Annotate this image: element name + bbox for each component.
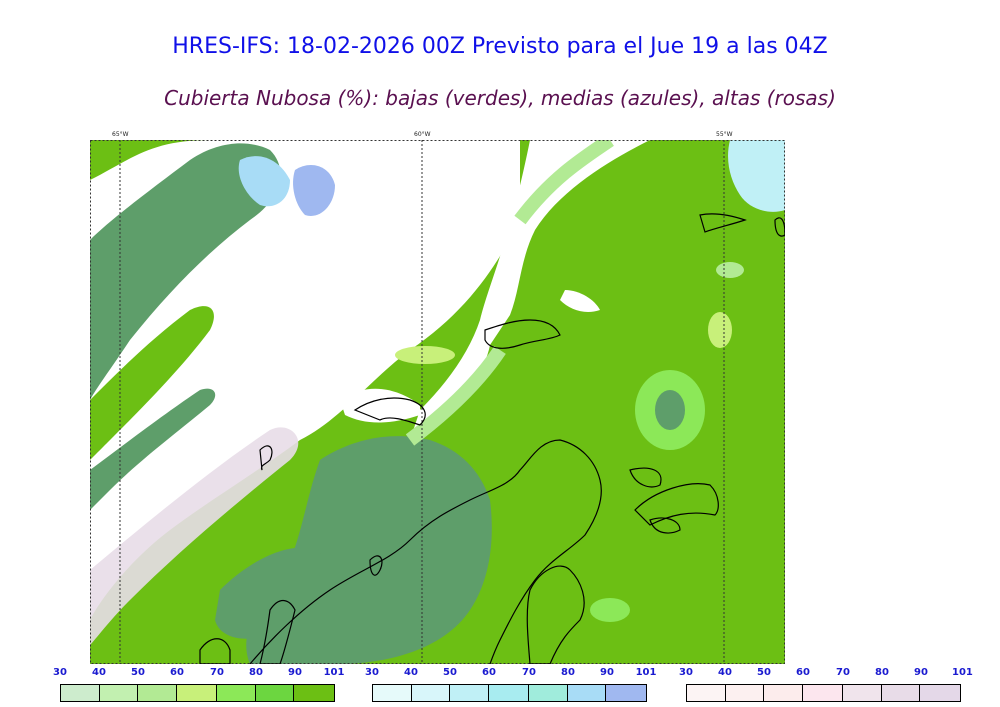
lon-label-60w: 60°W bbox=[414, 131, 431, 138]
legend-low-swatch bbox=[61, 685, 100, 701]
clear-patch bbox=[560, 290, 600, 312]
low-cloud-band-mid bbox=[90, 306, 214, 460]
legend-high-tick-60: 60 bbox=[796, 667, 810, 678]
legend-low-tick-80: 80 bbox=[249, 667, 263, 678]
legend-low-clouds: 30 40 50 60 70 80 90 101 bbox=[53, 667, 344, 707]
chart-title: HRES-IFS: 18-02-2026 00Z Previsto para e… bbox=[172, 34, 828, 59]
legend-high-swatch bbox=[687, 685, 726, 701]
low-cloud-core-east bbox=[655, 390, 685, 430]
legend-high-swatch bbox=[920, 685, 960, 701]
coastline-south-peninsula bbox=[526, 565, 585, 665]
legend-mid-swatch bbox=[567, 685, 607, 701]
legend-mid-tick-60: 60 bbox=[482, 667, 496, 678]
legend-low-swatch bbox=[99, 685, 139, 701]
mid-cloud-patch-ne bbox=[728, 140, 785, 212]
low-cloud-dense-north bbox=[90, 143, 281, 400]
coastline-wsw bbox=[259, 445, 273, 471]
high-cloud-band bbox=[90, 427, 299, 645]
legend-low-tick-90: 90 bbox=[288, 667, 302, 678]
low-cloud-edge-center bbox=[405, 346, 506, 446]
legend-low-tick-101: 101 bbox=[323, 667, 345, 678]
mid-cloud-patch-2 bbox=[293, 165, 335, 216]
legend-mid-swatch bbox=[373, 685, 412, 701]
coastline-south-islet bbox=[369, 555, 383, 576]
map-canvas bbox=[90, 134, 786, 665]
legend-low-swatch bbox=[255, 685, 295, 701]
legend-low-tick-30: 30 bbox=[53, 667, 67, 678]
lon-label-55w: 55°W bbox=[716, 131, 733, 138]
low-cloud-spot-center bbox=[395, 346, 455, 364]
legend-high-tick-80: 80 bbox=[875, 667, 889, 678]
legend-low-tick-50: 50 bbox=[131, 667, 145, 678]
legend-low-swatch bbox=[177, 685, 217, 701]
legend-mid-swatch bbox=[450, 685, 490, 701]
legend-high-tick-90: 90 bbox=[914, 667, 928, 678]
legend-high-clouds: 30 40 50 60 70 80 90 101 bbox=[679, 667, 973, 707]
legend-mid-colorbar bbox=[372, 684, 647, 702]
legend-mid-swatch bbox=[489, 685, 529, 701]
coastline-sw2 bbox=[259, 600, 296, 665]
legend-low-swatch bbox=[294, 685, 334, 701]
legend-low-colorbar bbox=[60, 684, 335, 702]
legend-high-swatch bbox=[842, 685, 882, 701]
coastline-center bbox=[353, 397, 426, 426]
legend-mid-tick-70: 70 bbox=[522, 667, 536, 678]
chart-subtitle: Cubierta Nubosa (%): bajas (verdes), med… bbox=[164, 86, 836, 110]
coastline-island-north bbox=[484, 319, 561, 349]
low-cloud-edge-north bbox=[514, 134, 614, 225]
coastline-islet bbox=[649, 517, 681, 534]
clear-area-3 bbox=[340, 388, 420, 423]
low-cloud-spot-ne bbox=[708, 312, 732, 348]
legend-high-swatch bbox=[764, 685, 804, 701]
legend-mid-tick-101: 101 bbox=[635, 667, 657, 678]
legend-mid-swatch bbox=[606, 685, 646, 701]
legend-high-swatch bbox=[803, 685, 843, 701]
legend-low-swatch bbox=[138, 685, 178, 701]
legend-mid-tick-90: 90 bbox=[600, 667, 614, 678]
legend-high-tick-50: 50 bbox=[757, 667, 771, 678]
legend-high-swatch bbox=[881, 685, 921, 701]
legend-high-swatch bbox=[725, 685, 765, 701]
legend-high-tick-40: 40 bbox=[718, 667, 732, 678]
mid-cloud-patch-1 bbox=[238, 156, 290, 207]
coastline-south bbox=[249, 439, 602, 665]
legend-mid-tick-80: 80 bbox=[561, 667, 575, 678]
map-frame bbox=[90, 140, 785, 664]
legend-mid-clouds: 30 40 50 60 70 80 90 101 bbox=[365, 667, 656, 707]
coastline-sw bbox=[199, 638, 231, 665]
legend-mid-tick-50: 50 bbox=[443, 667, 457, 678]
legend-high-colorbar bbox=[686, 684, 961, 702]
legend-mid-tick-30: 30 bbox=[365, 667, 379, 678]
legend-low-swatch bbox=[216, 685, 256, 701]
legend-high-tick-30: 30 bbox=[679, 667, 693, 678]
legend-high-tick-101: 101 bbox=[952, 667, 973, 678]
legend-mid-tick-40: 40 bbox=[404, 667, 418, 678]
low-cloud-dense-sw bbox=[215, 547, 321, 639]
low-cloud-spot-se bbox=[590, 598, 630, 622]
legend-low-tick-70: 70 bbox=[210, 667, 224, 678]
legend-high-tick-70: 70 bbox=[836, 667, 850, 678]
lon-label-65w: 65°W bbox=[112, 131, 129, 138]
cloud-cover-map[interactable] bbox=[90, 134, 786, 665]
legend-low-tick-40: 40 bbox=[92, 667, 106, 678]
low-cloud-dense-mid bbox=[90, 388, 216, 510]
low-cloud-spot-ne2 bbox=[716, 262, 744, 278]
coastline-east bbox=[634, 483, 719, 526]
legend-low-tick-60: 60 bbox=[170, 667, 184, 678]
coastline-ne bbox=[699, 213, 747, 233]
clear-area-2 bbox=[410, 140, 650, 440]
legend-mid-swatch bbox=[411, 685, 451, 701]
coastline-island-east bbox=[629, 467, 662, 488]
legend-mid-swatch bbox=[528, 685, 568, 701]
